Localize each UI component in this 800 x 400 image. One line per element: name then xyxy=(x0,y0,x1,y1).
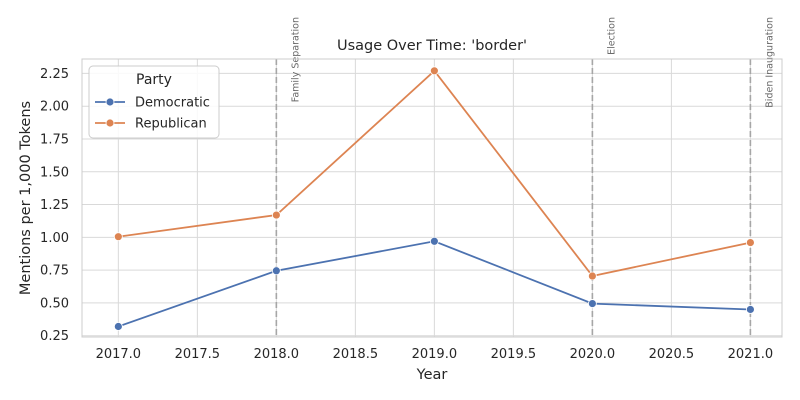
y-tick-label: 1.50 xyxy=(40,165,69,180)
x-axis-label: Year xyxy=(416,367,448,383)
series-lines xyxy=(113,66,755,331)
data-point xyxy=(745,305,755,314)
x-tick-label: 2018.5 xyxy=(333,347,379,362)
plot-frame xyxy=(81,58,783,338)
legend-label: Republican xyxy=(135,117,207,132)
event-label: Family Separation xyxy=(290,17,301,102)
y-tick-label: 0.25 xyxy=(40,329,69,344)
x-tick-label: 2020.0 xyxy=(570,347,616,362)
x-tick-label: 2019.5 xyxy=(491,347,537,362)
legend: Party Democratic Republican xyxy=(88,65,220,139)
x-tick-label: 2018.0 xyxy=(254,347,300,362)
y-tick-label: 2.00 xyxy=(40,100,69,115)
data-point xyxy=(271,266,281,276)
data-point xyxy=(113,322,123,331)
data-point xyxy=(745,238,755,247)
x-tick-label: 2021.0 xyxy=(728,347,774,362)
y-tick-label: 1.25 xyxy=(40,198,69,213)
legend-title: Party xyxy=(136,72,172,88)
x-tick-label: 2020.5 xyxy=(649,347,695,362)
legend-box xyxy=(88,65,220,139)
y-tick-label: 0.75 xyxy=(40,264,69,279)
data-point xyxy=(429,66,439,76)
legend-items: Democratic Republican xyxy=(95,96,210,132)
legend-marker xyxy=(105,118,115,128)
data-point xyxy=(271,210,281,220)
x-tick-label: 2017.0 xyxy=(96,347,142,362)
legend-label: Democratic xyxy=(135,96,210,111)
data-point xyxy=(429,236,439,246)
data-point xyxy=(587,299,597,308)
y-tick-label: 1.75 xyxy=(40,132,69,147)
y-tick-label: 0.50 xyxy=(40,296,69,311)
y-axis-label: Mentions per 1,000 Tokens xyxy=(18,101,34,295)
y-axis-ticks: 0.25 0.50 0.75 1.00 1.25 1.50 1.75 2.00 2.25 xyxy=(40,67,69,344)
data-point xyxy=(587,271,597,281)
x-tick-label: 2019.0 xyxy=(412,347,458,362)
legend-marker xyxy=(105,97,115,107)
x-axis-ticks: 2017.0 2017.5 2018.0 2018.5 2019.0 2019.5 2020… xyxy=(96,347,774,362)
data-point xyxy=(113,232,123,242)
event-label: Biden Inauguration xyxy=(764,17,775,108)
event-markers: Family Separation Election Biden Inaugurat… xyxy=(275,17,775,337)
chart-title: Usage Over Time: 'border' xyxy=(337,38,527,54)
x-tick-label: 2017.5 xyxy=(175,347,221,362)
y-tick-label: 1.00 xyxy=(40,231,69,246)
y-tick-label: 2.25 xyxy=(40,67,69,82)
event-label: Election xyxy=(606,17,617,55)
